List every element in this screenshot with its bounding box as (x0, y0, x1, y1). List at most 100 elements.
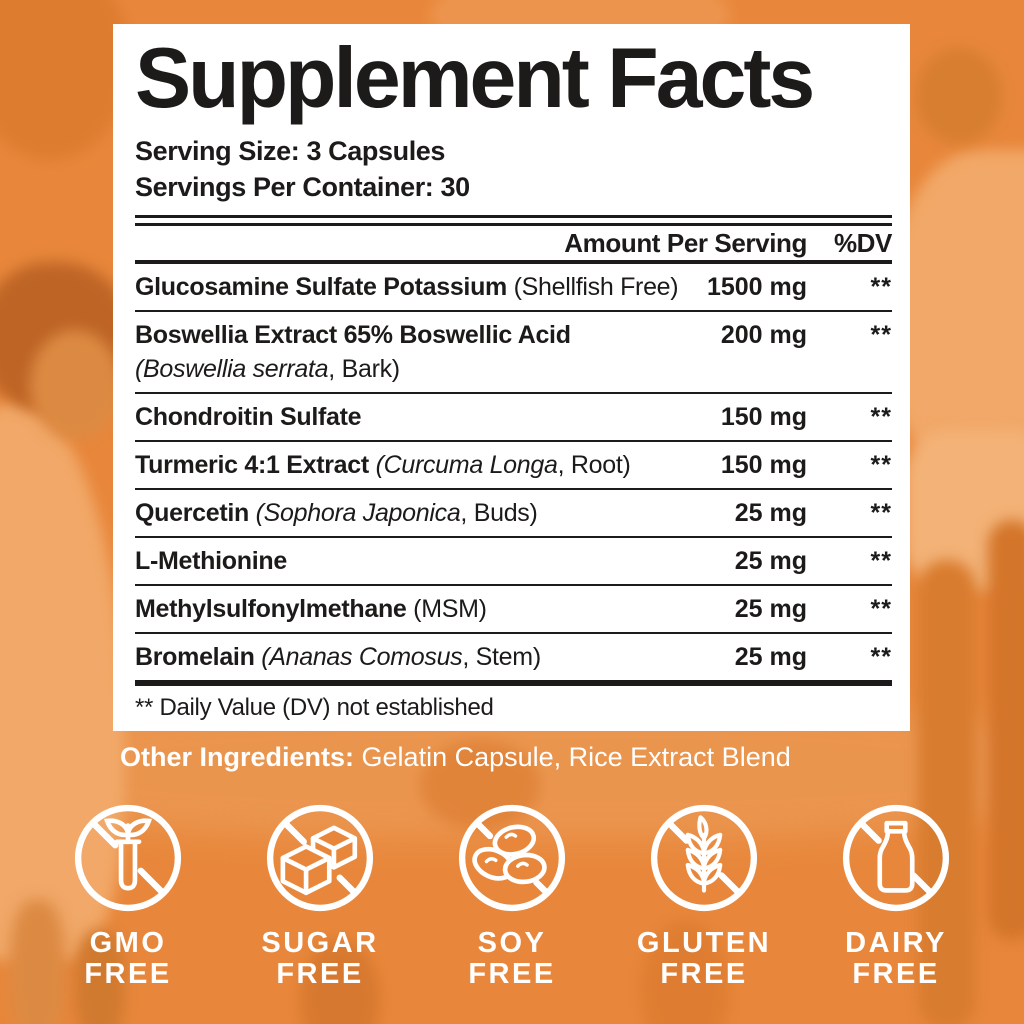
ingredient-name-line2: (Boswellia serrata, Bark) (135, 355, 695, 383)
ingredient-name: Bromelain (Ananas Comosus, Stem) (135, 643, 695, 671)
ingredient-name: Methylsulfonylmethane (MSM) (135, 595, 695, 623)
ingredient-name-segment: Turmeric 4:1 Extract (135, 451, 369, 479)
table-row: Quercetin (Sophora Japonica, Buds) 25 mg *… (135, 490, 892, 536)
amount-per-serving-value: 150 mg (720, 451, 807, 479)
amount-per-serving-value: 25 mg (734, 643, 807, 671)
table-row: Turmeric 4:1 Extract (Curcuma Longa, Roo… (135, 442, 892, 488)
table-row: Methylsulfonylmethane (MSM) 25 mg ** (135, 586, 892, 632)
ingredient-name-segment: (Sophora Japonica (255, 499, 461, 527)
background-shade (420, 740, 540, 830)
badge-label-line: GLUTEN (636, 927, 772, 959)
other-ingredients-label: Other Ingredients: (120, 742, 355, 772)
dv-value: ** (870, 643, 892, 671)
supplement-facts-panel: Supplement Facts Serving Size: 3 Capsule… (113, 24, 910, 731)
background-figure-leg (918, 560, 976, 1024)
ingredient-name-line1: Bromelain (Ananas Comosus, Stem) (135, 643, 695, 671)
rule-top-thin2 (135, 223, 892, 226)
rule-top-thin (135, 215, 892, 218)
background-shade (640, 920, 730, 1024)
badge-gmo-free: GMO FREE (48, 800, 208, 990)
ingredient-name-line1: Methylsulfonylmethane (MSM) (135, 595, 695, 623)
row-divider (135, 584, 892, 586)
ingredient-name-line1: Chondroitin Sulfate (135, 403, 695, 431)
background-figure-leg (10, 900, 65, 1024)
ingredient-name-line1: Boswellia Extract 65% Boswellic Acid (135, 321, 695, 349)
ingredient-name-segment: (Ananas Comosus (261, 643, 463, 671)
table-row: Boswellia Extract 65% Boswellic Acid (Bos… (135, 312, 892, 392)
row-divider (135, 632, 892, 634)
ingredient-name-line1: Turmeric 4:1 Extract (Curcuma Longa, Roo… (135, 451, 695, 479)
ingredient-name-segment: Boswellia Extract 65% Boswellic Acid (135, 321, 571, 349)
rule-above-footnote (135, 680, 892, 686)
rule-below-header (135, 260, 892, 264)
ingredient-name-segment: (Boswellia serrata (135, 355, 329, 383)
amount-per-serving-value: 25 mg (734, 595, 807, 623)
ingredient-name-segment: Methylsulfonylmethane (135, 595, 407, 623)
dv-value: ** (870, 547, 892, 575)
row-divider (135, 310, 892, 312)
badge-label-dairy-free: DAIRY FREE (845, 928, 947, 990)
dv-value: ** (870, 451, 892, 479)
badge-label-line: FREE (84, 958, 172, 990)
row-divider (135, 488, 892, 490)
other-ingredients-value: Gelatin Capsule, Rice Extract Blend (354, 742, 791, 772)
badge-label-line: FREE (468, 958, 556, 990)
other-ingredients-line: Other Ingredients: Gelatin Capsule, Rice… (120, 740, 980, 774)
ingredient-name-segment: , Buds) (460, 499, 538, 527)
dv-value: ** (870, 273, 892, 301)
badge-label-soy-free: SOY FREE (468, 928, 555, 990)
panel-title: Supplement Facts (135, 31, 815, 126)
ingredient-name: Chondroitin Sulfate (135, 403, 695, 431)
dv-value: ** (870, 499, 892, 527)
badge-soy-free: SOY FREE (432, 800, 592, 990)
badge-label-sugar-free: SUGAR FREE (261, 928, 378, 990)
table-row: Bromelain (Ananas Comosus, Stem) 25 mg ** (135, 634, 892, 680)
badge-dairy-free: DAIRY FREE (816, 800, 976, 990)
badge-label-line: DAIRY (845, 927, 947, 959)
wheat-icon (646, 800, 762, 916)
ingredient-name-segment: (Shellfish Free) (506, 273, 679, 301)
milk-bottle-icon (838, 800, 954, 916)
badge-label-line: GMO (89, 927, 167, 959)
gmo-icon (70, 800, 186, 916)
badge-gluten-free: GLUTEN FREE (624, 800, 784, 990)
ingredient-name-segment: Glucosamine Sulfate Potassium (135, 273, 507, 301)
amount-per-serving-value: 150 mg (720, 403, 807, 431)
ingredient-name-segment: (MSM) (406, 595, 487, 623)
badge-sugar-free: SUGAR FREE (240, 800, 400, 990)
dv-value: ** (870, 595, 892, 623)
amount-per-serving-value: 25 mg (734, 547, 807, 575)
badge-label-line: FREE (660, 958, 748, 990)
sugar-cubes-icon (262, 800, 378, 916)
table-row: Glucosamine Sulfate Potassium (Shellfish… (135, 264, 892, 310)
ingredient-name-line1: Quercetin (Sophora Japonica, Buds) (135, 499, 695, 527)
ingredient-name-segment: , Root) (557, 451, 631, 479)
amount-per-serving-header: Amount Per Serving (564, 227, 807, 258)
background-figure-man (890, 150, 1024, 480)
ingredient-name-segment: Quercetin (135, 499, 249, 527)
serving-size-line: Serving Size: 3 Capsules (135, 136, 446, 166)
background-figure-man-head (916, 48, 1002, 144)
badge-label-line: SUGAR (261, 927, 379, 959)
dv-value: ** (870, 321, 892, 349)
amount-per-serving-value: 25 mg (734, 499, 807, 527)
amount-per-serving-value: 200 mg (720, 321, 807, 349)
ingredient-name-segment: , Stem) (462, 643, 541, 671)
background-figure-leg (75, 930, 125, 1024)
ingredient-name: L-Methionine (135, 547, 695, 575)
soybeans-icon (454, 800, 570, 916)
ingredient-table: Glucosamine Sulfate Potassium (Shellfish… (135, 264, 892, 680)
row-divider (135, 440, 892, 442)
background-figure-woman-face (30, 330, 120, 440)
table-header-row: Amount Per Serving %DV (135, 226, 892, 260)
table-row: Chondroitin Sulfate 150 mg ** (135, 394, 892, 440)
ingredient-name-line1: L-Methionine (135, 547, 695, 575)
badge-label-line: FREE (852, 958, 940, 990)
badge-label-line: FREE (276, 958, 364, 990)
row-divider (135, 536, 892, 538)
ingredient-name-segment (369, 451, 376, 479)
background-figure-leg (988, 520, 1024, 940)
free-badges-row: GMO FREE SUGAR FREE SOY FREE GLUTEN FREE DAIRY FR… (48, 800, 976, 990)
daily-value-footnote: ** Daily Value (DV) not established (135, 694, 494, 721)
